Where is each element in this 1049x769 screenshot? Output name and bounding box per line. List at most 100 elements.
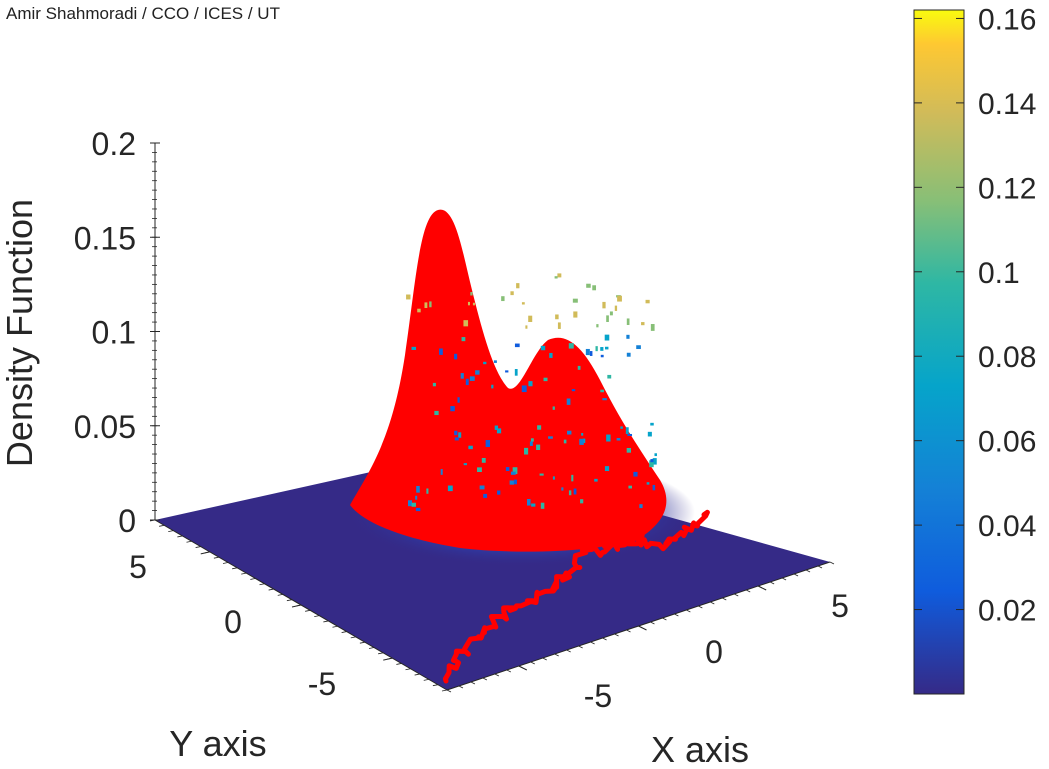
surface-speck (604, 466, 610, 472)
x-minor-tick (769, 581, 775, 585)
surface-speck (469, 376, 475, 381)
y-minor-tick (368, 647, 375, 649)
x-minor-tick (494, 673, 500, 677)
y-minor-tick (286, 599, 292, 602)
surface-speck (510, 291, 514, 296)
surface-speck (626, 334, 630, 339)
y-tick-label: -5 (308, 666, 336, 702)
surface-speck (580, 499, 584, 504)
y-minor-tick (149, 519, 156, 522)
y-minor-tick (332, 625, 338, 628)
surface-speck (411, 502, 416, 507)
surface-speck (493, 360, 497, 363)
surface-speck (514, 369, 518, 376)
surface-speck (440, 469, 443, 475)
y-minor-tick (268, 588, 274, 591)
surface-speck (505, 370, 509, 373)
surface-speck (512, 467, 518, 475)
surface-speck (568, 343, 574, 349)
z-axis-label: Density Function (0, 199, 40, 467)
x-minor-tick (602, 637, 607, 641)
surface-speck (531, 503, 536, 507)
surface-speck (639, 504, 643, 509)
y-minor-tick (159, 524, 165, 527)
y-minor-tick (204, 551, 210, 554)
x-minor-tick (805, 569, 811, 573)
surface-speck (429, 301, 432, 308)
surface-speck (481, 457, 486, 463)
x-minor-tick (458, 685, 464, 689)
surface-speck (604, 334, 610, 341)
surface-speck (527, 499, 531, 506)
x-minor-tick (686, 609, 691, 613)
x-tick-label: -5 (584, 678, 612, 714)
surface-speck (450, 406, 455, 412)
surface-speck (589, 351, 593, 356)
surface-speck (514, 343, 520, 348)
surface-speck (447, 485, 453, 492)
surface-speck (426, 488, 429, 494)
surface-speck (596, 324, 599, 328)
x-tick-label: 5 (831, 588, 849, 624)
surface-speck (468, 445, 473, 450)
surface-speck (524, 447, 529, 455)
sample-chain (442, 509, 710, 684)
surface-speck (543, 377, 548, 382)
surface-speck (424, 302, 428, 309)
x-minor-tick (638, 625, 643, 629)
surface-speck (582, 438, 586, 443)
surface-speck (411, 346, 417, 350)
surface-speck (548, 436, 553, 439)
surface-speck (654, 453, 657, 457)
colorbar: 0.02 0.04 0.06 0.08 0.1 0.12 0.14 0.16 (913, 3, 1036, 695)
x-axis-label: X axis (651, 729, 749, 769)
surface-speck (579, 438, 584, 445)
colorbar-tick-label: 0.02 (978, 595, 1036, 628)
z-tick-label: 0.05 (74, 409, 136, 445)
floor-plane (155, 455, 830, 690)
x-tick-label: 0 (705, 634, 723, 670)
surface-speck (620, 426, 623, 429)
surface-speck (549, 352, 553, 358)
surface-speck (605, 346, 609, 350)
surface-speck (592, 285, 597, 291)
surface-speck (536, 444, 541, 451)
y-minor-tick (213, 556, 219, 559)
surface-speck (483, 493, 488, 498)
surface-speck (439, 348, 443, 355)
surface-speck (571, 474, 574, 482)
surface-speck (537, 425, 542, 430)
colorbar-tick-label: 0.1 (978, 257, 1020, 290)
surface-speck (626, 318, 630, 326)
y-minor-tick (259, 583, 265, 586)
surface-speck (521, 302, 525, 305)
surface-main (420, 500, 660, 546)
y-minor-tick (323, 620, 329, 623)
y-minor-tick (250, 578, 256, 580)
x-minor-tick (446, 689, 452, 693)
y-minor-tick (186, 540, 192, 543)
surface-speck (645, 299, 650, 304)
y-minor-tick (378, 652, 384, 655)
z-tick-label: 0.2 (92, 126, 136, 162)
surface-speck (606, 434, 611, 442)
y-axis-label: Y axis (169, 723, 266, 764)
colorbar-tick-label: 0.16 (978, 3, 1036, 36)
x-minor-tick (781, 577, 787, 581)
surface-speck (552, 406, 555, 410)
surface-speck (585, 348, 590, 356)
colorbar-tick-label: 0.06 (978, 426, 1036, 459)
x-minor-tick (722, 597, 727, 601)
y-minor-tick (341, 631, 347, 633)
surface-speck (406, 294, 411, 300)
surface-speck (529, 441, 533, 446)
y-minor-tick (168, 530, 174, 533)
surface-speck (461, 337, 466, 342)
y-minor-tick (350, 636, 356, 639)
surface-speck (647, 431, 652, 437)
z-tick-label: 0.15 (74, 220, 136, 256)
z-tick-label: 0 (118, 503, 136, 539)
surface-speck (475, 370, 480, 375)
surface-speck (572, 298, 578, 303)
